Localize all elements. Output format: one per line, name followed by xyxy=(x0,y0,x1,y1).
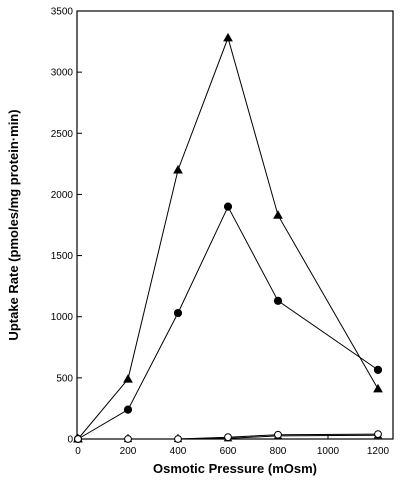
data-point xyxy=(123,374,133,383)
data-point xyxy=(224,433,232,442)
data-point xyxy=(173,308,183,318)
plot-frame xyxy=(76,10,394,440)
series-layer xyxy=(73,32,383,444)
series-line xyxy=(78,433,379,440)
x-tick-label: 1200 xyxy=(367,446,390,457)
data-point xyxy=(373,365,383,375)
y-tick-label: 1500 xyxy=(51,251,74,262)
data-point xyxy=(123,405,133,414)
y-tick-label: 2500 xyxy=(51,129,74,140)
y-tick-label: 3500 xyxy=(51,7,74,18)
x-tick-label: 400 xyxy=(170,446,187,457)
y-tick-label: 500 xyxy=(56,373,73,384)
data-point xyxy=(223,202,233,211)
data-point xyxy=(74,435,82,443)
data-point xyxy=(273,210,283,219)
y-tick-label: 0 xyxy=(67,435,73,446)
x-tick-label: 1000 xyxy=(317,446,340,457)
series-circle-open xyxy=(74,430,382,443)
data-point xyxy=(223,32,233,42)
data-point xyxy=(124,435,132,443)
y-tick-label: 2000 xyxy=(51,190,74,201)
series-line xyxy=(77,205,379,440)
x-axis-title: Osmotic Pressure (mOsm) xyxy=(153,461,317,476)
y-axis: 0 500 1000 1500 2000 2500 3000 3500 xyxy=(51,7,82,446)
x-tick-label: 0 xyxy=(75,446,81,457)
data-point xyxy=(373,383,383,393)
data-point xyxy=(173,164,183,174)
data-point xyxy=(273,296,283,305)
data-point xyxy=(274,430,282,439)
y-tick-label: 1000 xyxy=(51,312,74,323)
data-point xyxy=(374,430,382,439)
series-line xyxy=(77,36,379,440)
y-axis-title: Uptake Rate (pmoles/mg protein·min) xyxy=(6,109,21,340)
x-tick-label: 600 xyxy=(220,446,237,457)
data-point xyxy=(174,435,182,443)
x-tick-label: 800 xyxy=(270,446,287,457)
series-triangle-filled xyxy=(73,32,383,443)
y-tick-label: 3000 xyxy=(51,68,74,79)
series-circle-filled xyxy=(73,202,383,444)
x-tick-label: 200 xyxy=(120,446,137,457)
